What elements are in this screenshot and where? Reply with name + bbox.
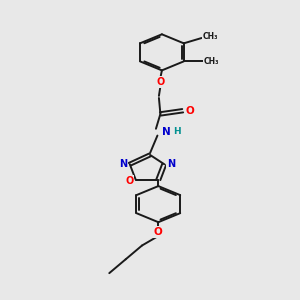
Text: O: O	[154, 227, 163, 237]
Text: CH₃: CH₃	[202, 32, 218, 41]
Text: O: O	[186, 106, 194, 116]
Text: O: O	[156, 77, 164, 87]
Text: H: H	[173, 128, 181, 136]
Text: O: O	[125, 176, 133, 186]
Text: N: N	[162, 127, 171, 137]
Text: N: N	[119, 159, 127, 169]
Text: CH₃: CH₃	[204, 57, 219, 66]
Text: N: N	[167, 159, 175, 169]
